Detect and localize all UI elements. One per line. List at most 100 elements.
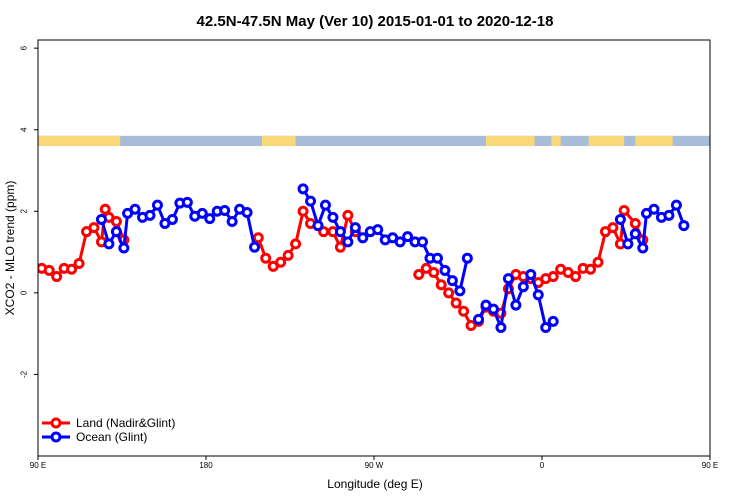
data-point [312,220,324,232]
data-point [319,199,331,211]
data-point [394,236,406,248]
data-point [454,285,466,297]
y-tick-label: 6 [20,45,29,50]
x-axis-title: Longitude (deg E) [327,477,422,491]
data-point [151,199,163,211]
data-point [517,281,529,293]
data-point [204,213,216,225]
data-point [327,211,339,223]
data-point [618,204,630,216]
legend: Land (Nadir&Glint)Ocean (Glint) [42,416,175,444]
data-point [249,241,261,253]
data-point [402,231,414,243]
data-point [73,257,85,269]
y-tick-label: 2 [20,209,29,214]
data-point [525,269,537,281]
data-point [502,273,514,285]
data-point [334,241,346,253]
data-point [637,242,649,254]
data-point [629,228,641,240]
data-point [585,263,597,275]
data-point [431,252,443,264]
data-point [275,256,287,268]
data-point [88,222,100,234]
data-point [181,196,193,208]
data-point [461,252,473,264]
data-point [570,271,582,283]
legend-swatch-marker [50,431,62,443]
x-tick-label: 0 [540,461,545,470]
series-layer [38,183,690,334]
data-point [110,215,122,227]
chart-title: 42.5N-47.5N May (Ver 10) 2015-01-01 to 2… [197,13,554,30]
data-point [670,199,682,211]
data-point [342,236,354,248]
data-point [435,279,447,291]
data-point [629,218,641,230]
data-point [241,207,253,219]
data-point [334,226,346,238]
x-tick-label: 90 W [365,461,384,470]
data-point [110,226,122,238]
data-point [540,322,552,334]
land-sea-strip [38,135,710,147]
data-point [547,271,559,283]
land-band [38,135,121,147]
ocean-series [95,183,690,334]
ocean-band [38,135,710,147]
data-point [678,220,690,232]
data-point [196,207,208,219]
y-tick-label: -2 [20,370,29,378]
data-point [51,271,63,283]
land-band [588,135,625,147]
data-point [103,238,115,250]
data-point [372,224,384,236]
data-point [614,213,626,225]
data-point [118,242,130,254]
land-band [551,135,561,147]
data-point [663,209,675,221]
series-line [100,200,256,250]
data-point [622,238,634,250]
data-point [252,232,264,244]
x-tick-label: 90 E [30,461,46,470]
data-point [297,183,309,195]
data-point [290,238,302,250]
data-point [305,195,317,207]
y-axis: -2 0 2 4 6 [20,45,38,378]
data-point [95,213,107,225]
data-point [458,305,470,317]
data-point [166,213,178,225]
data-point [532,289,544,301]
land-band [635,135,673,147]
data-point [282,249,294,261]
x-tick-label: 180 [199,461,213,470]
data-point [439,264,451,276]
data-point [495,322,507,334]
land-band [262,135,296,147]
data-point [473,313,485,325]
data-point [342,209,354,221]
data-point [99,203,111,215]
y-tick-label: 0 [20,290,29,295]
data-point [357,232,369,244]
data-point [413,269,425,281]
data-point [607,222,619,234]
data-point [144,209,156,221]
x-tick-label: 90 E [702,461,718,470]
data-point [592,256,604,268]
data-point [428,266,440,278]
legend-swatch-marker [50,417,62,429]
data-point [349,222,361,234]
data-point [446,275,458,287]
data-point [487,303,499,315]
data-point [450,297,462,309]
data-point [43,264,55,276]
data-point [510,299,522,311]
data-point [443,287,455,299]
data-point [260,252,272,264]
y-axis-title: XCO2 - MLO trend (ppm) [3,181,17,316]
data-point [219,204,231,216]
